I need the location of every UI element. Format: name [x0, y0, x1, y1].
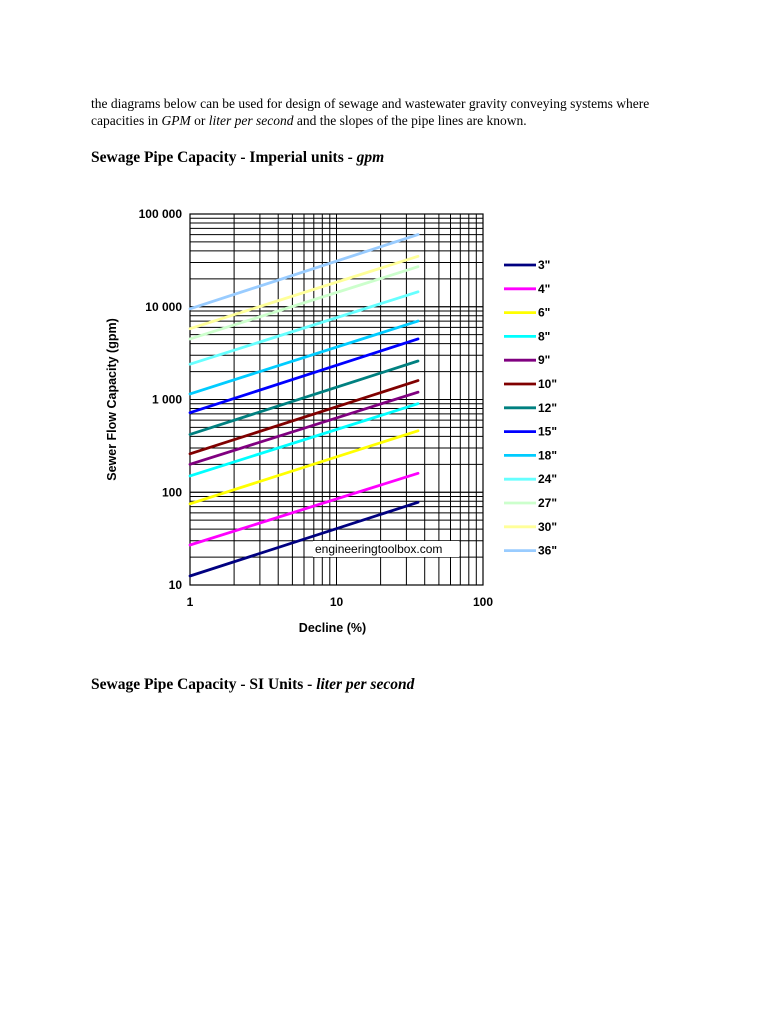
series-line: [188, 500, 420, 578]
x-tick-label: 100: [473, 595, 493, 609]
legend-label: 12": [538, 401, 557, 415]
pipe-capacity-chart: 10 100 1 000 10 000 100 000 1 10 100 Decline (%)…: [105, 207, 557, 635]
watermark: engineeringtoolbox.com: [315, 542, 442, 556]
series-line: [188, 379, 420, 456]
series-line: [188, 402, 420, 478]
series-line: [188, 390, 420, 466]
series-line: [188, 337, 420, 415]
legend-label: 30": [538, 520, 557, 534]
heading-imperial: Sewage Pipe Capacity - Imperial units - …: [91, 149, 384, 167]
intro-paragraph: the diagrams below can be used for desig…: [91, 95, 691, 129]
x-tick-label: 10: [330, 595, 344, 609]
series-line: [188, 290, 420, 366]
plot-border: [189, 213, 484, 586]
y-tick-label: 10: [169, 578, 183, 592]
legend-label: 24": [538, 472, 557, 486]
legend-label: 27": [538, 496, 557, 510]
legend-label: 15": [538, 425, 557, 439]
y-axis-label: Sewer Flow Capacity (gpm): [105, 318, 119, 481]
heading-imperial-unit: gpm: [356, 149, 385, 166]
series-line: [188, 471, 420, 547]
legend-label: 3": [538, 258, 550, 272]
series-line: [188, 254, 420, 331]
y-tick-label: 10 000: [145, 300, 182, 314]
series-line: [188, 359, 420, 436]
series-line: [188, 429, 420, 506]
legend-label: 18": [538, 448, 557, 462]
watermark-bg: [313, 541, 459, 557]
intro-text-1: the diagrams below can be used for desig…: [91, 96, 650, 128]
y-tick-label: 1 000: [152, 393, 182, 407]
legend-label: 4": [538, 282, 550, 296]
legend-label: 8": [538, 329, 550, 343]
series-line: [188, 319, 420, 396]
legend-label: 36": [538, 544, 557, 558]
y-tick-label: 100: [162, 485, 182, 499]
x-axis-label: Decline (%): [299, 621, 366, 635]
legend-label: 9": [538, 353, 550, 367]
y-tick-label: 100 000: [139, 207, 183, 221]
intro-lps: liter per second: [208, 113, 294, 128]
heading-imperial-text: Sewage Pipe Capacity - Imperial units -: [91, 149, 353, 166]
intro-or: or: [194, 113, 206, 128]
x-tick-label: 1: [187, 595, 194, 609]
series-line: [188, 233, 420, 311]
legend-label: 10": [538, 377, 557, 391]
series-line: [188, 265, 420, 341]
intro-gpm: GPM: [161, 113, 191, 128]
heading-si: Sewage Pipe Capacity - SI Units - liter …: [91, 676, 414, 694]
intro-text-2: and the slopes of the pipe lines are kno…: [296, 113, 527, 128]
heading-si-text: Sewage Pipe Capacity - SI Units -: [91, 676, 313, 693]
legend-label: 6": [538, 306, 550, 320]
heading-si-unit: liter per second: [316, 676, 415, 693]
